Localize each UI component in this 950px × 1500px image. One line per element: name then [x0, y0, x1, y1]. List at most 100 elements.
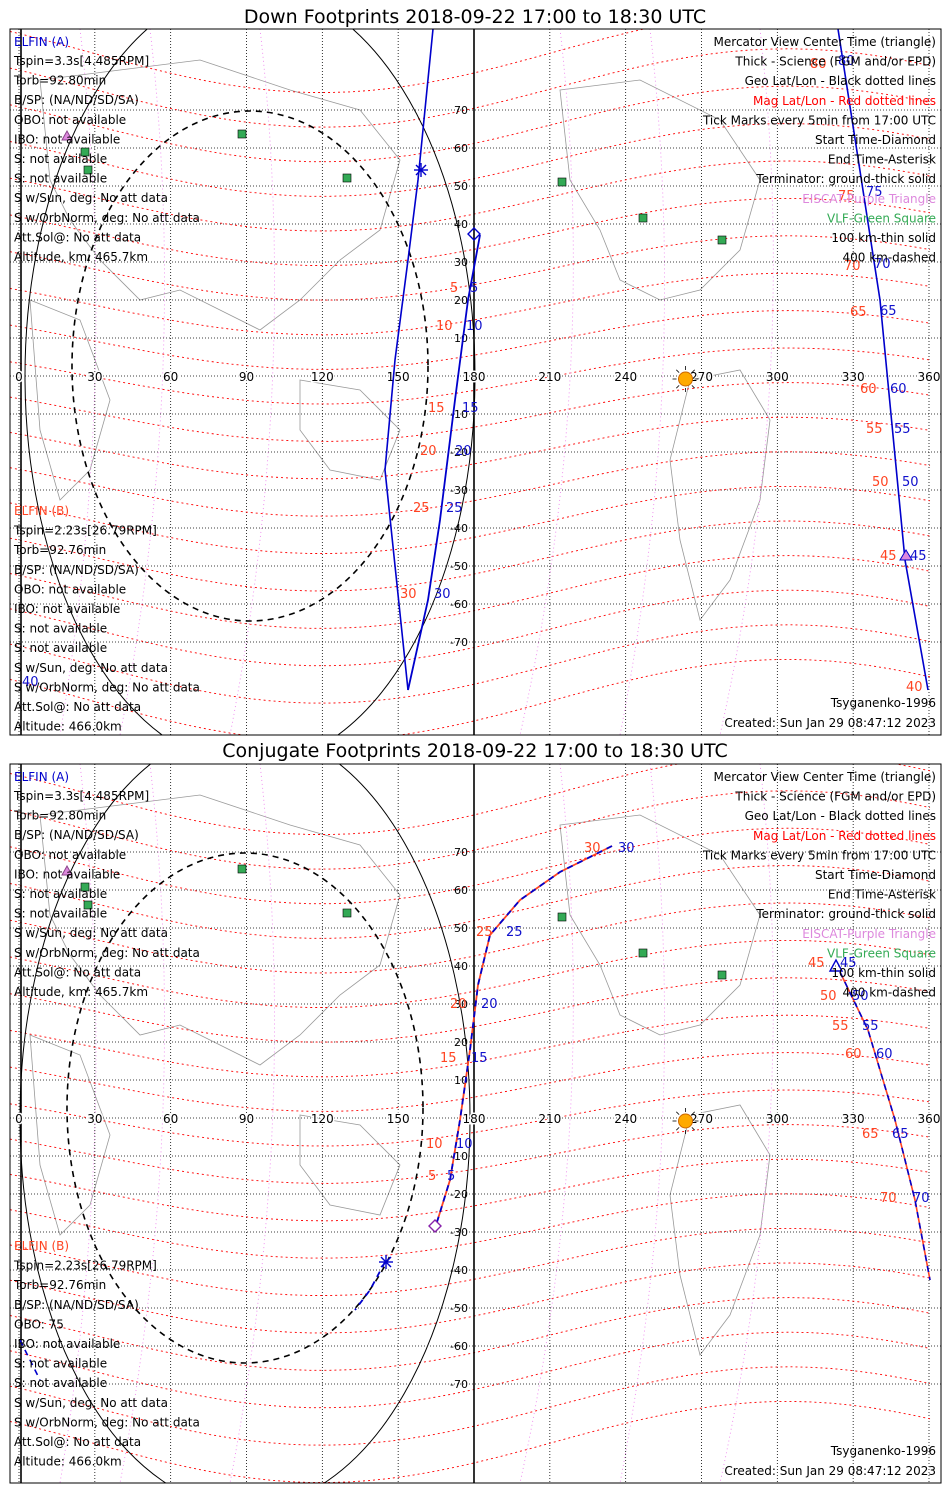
elfin-a-tick-label: 15: [471, 1051, 488, 1066]
lat-tick-label: 50: [454, 922, 468, 935]
legend-entry: End Time-Asterisk: [828, 888, 936, 902]
sun-icon: [672, 366, 699, 392]
elfin-a-info-line: S w/Sun, deg: No att data: [14, 191, 168, 205]
elfin-b-right-label: 60: [860, 382, 877, 397]
elfin-a-right-label: 55: [894, 422, 911, 437]
elfin-a-track: [407, 234, 481, 691]
elfin-a-info-line: IBO: not available: [14, 132, 120, 146]
elfin-b-right-label: 70: [844, 259, 861, 274]
center-time-triangle: [899, 549, 913, 561]
lon-tick-label: 150: [387, 1112, 410, 1126]
legend-entry: VLF-Green Square: [827, 946, 936, 960]
elfin-a-info-line: S w/OrbNorm, deg: No att data: [14, 946, 200, 960]
terminator-100km: [19, 764, 471, 1483]
terminator-400km: [71, 110, 429, 622]
legend-entry: Terminator: ground-thick solid: [755, 907, 936, 921]
eiscat-triangle: [61, 864, 73, 876]
map-frame: [9, 763, 942, 1484]
elfin-b-right-label: 60: [845, 1047, 862, 1062]
elfin-b-right-label: 55: [866, 422, 883, 437]
lon-tick-label: 300: [766, 370, 789, 384]
lat-tick-label: -70: [450, 1378, 468, 1391]
lon-tick-label: 0: [15, 370, 23, 384]
lat-tick-label: -10: [450, 408, 468, 421]
elfin-b-tick-label: 10: [426, 1137, 443, 1152]
map-area: 0 30 60 90 120 150 180 210 240 270 300 330 360 70 60 50…: [10, 764, 941, 1483]
panel-title-down: Down Footprints 2018-09-22 17:00 to 18:3…: [243, 6, 707, 28]
legend-entry: Geo Lat/Lon - Black dotted lines: [745, 809, 936, 823]
start-diamond-marker: [428, 1219, 442, 1233]
elfin-b-tick-label: 25: [476, 925, 493, 940]
elfin-a-right-label: 45: [910, 549, 927, 564]
lon-tick-label: 210: [538, 370, 561, 384]
vlf-station-square: [342, 173, 352, 183]
coastlines: [29, 59, 771, 621]
legend-entry: 100 km-thin solid: [831, 966, 936, 980]
lat-tick-label: 40: [454, 960, 468, 973]
elfin-b-tick-label: 30: [400, 587, 417, 602]
center-time-triangle: [828, 958, 844, 972]
lon-tick-label: 30: [87, 370, 102, 384]
legend-entry: Start Time-Diamond: [815, 133, 936, 147]
elfin-a-info-line: Tspin=3.3s[4.485RPM]: [13, 54, 149, 68]
lat-tick-label: -40: [450, 522, 468, 535]
elfin-b-tick-label: 25: [413, 501, 430, 516]
lon-tick-label: 330: [842, 370, 865, 384]
vlf-station-square: [342, 908, 352, 918]
lat-tick-label: 30: [454, 256, 468, 269]
elfin-a-right-label: 70: [874, 257, 891, 272]
elfin-b-info-line: S: not available: [14, 622, 107, 636]
elfin-a-label: ELFIN (A): [14, 35, 69, 49]
elfin-b-info-line: IBO: not available: [14, 1337, 120, 1351]
elfin-a-info-line: S: not available: [14, 907, 107, 921]
legend-entry: 100 km-thin solid: [831, 231, 936, 245]
elfin-a-info-line: S w/OrbNorm, deg: No att data: [14, 211, 200, 225]
lon-tick-label: 270: [690, 1112, 713, 1126]
lon-tick-label: 60: [163, 1112, 178, 1126]
lat-tick-label: -70: [450, 636, 468, 649]
lon-tick-label: 60: [163, 370, 178, 384]
elfin-b-right-label: 45: [880, 549, 897, 564]
elfin-a-info-line: Tspin=3.3s[4.485RPM]: [13, 789, 149, 803]
elfin-a-info-line: S w/Sun, deg: No att data: [14, 926, 168, 940]
lat-tick-label: -20: [450, 446, 468, 459]
lon-tick-label: 330: [842, 1112, 865, 1126]
elfin-a-tick-label: 15: [462, 401, 479, 416]
elfin-b-info-line: Att.Sol@: No att data: [14, 1435, 141, 1449]
elfin-a-info-line: Torb=92.80min: [13, 74, 106, 88]
lon-tick-label: 120: [311, 370, 334, 384]
elfin-b-info-line: S: not available: [14, 641, 107, 655]
elfin-b-info-line: S: not available: [14, 1376, 107, 1390]
lat-tick-label: 60: [454, 884, 468, 897]
elfin-a-info-line: OBO: not available: [14, 848, 126, 862]
elfin-a-right-label: 80: [838, 54, 855, 69]
elfin-a-tick-label: 10: [466, 319, 483, 334]
lon-tick-label: 30: [87, 1112, 102, 1126]
lat-tick-label: -60: [450, 598, 468, 611]
elfin-b-right-label: 40: [906, 680, 923, 695]
legend-entry: Tick Marks every 5min from 17:00 UTC: [702, 848, 936, 862]
legend-entry: VLF-Green Square: [827, 211, 936, 225]
elfin-a-conj-track: [436, 845, 613, 1223]
elfin-b-info-line: Altitude: 466.0km: [14, 720, 122, 734]
legend-entry: Mag Lat/Lon - Red dotted lines: [753, 94, 936, 108]
vlf-station-square: [638, 213, 648, 223]
elfin-a-right-label: 50: [902, 475, 919, 490]
elfin-a-right-label: 60: [876, 1047, 893, 1062]
vlf-station-square: [557, 177, 567, 187]
elfin-b-info-line: Tspin=2.23s[26.79RPM]: [13, 524, 157, 538]
start-diamond-marker: [467, 227, 481, 241]
lon-tick-label: 300: [766, 1112, 789, 1126]
map-frame: [9, 28, 942, 736]
lat-tick-label: 40: [454, 218, 468, 231]
lon-tick-label: 240: [614, 1112, 637, 1126]
elfin-b-tick-label: 5: [428, 1169, 436, 1184]
elfin-a-info: ELFIN (A) Tspin=3.3s[4.485RPM] Torb=92.80m…: [13, 770, 200, 999]
lon-tick-label: 0: [15, 1112, 23, 1126]
lat-tick-label: 20: [454, 1036, 468, 1049]
elfin-b-info-line: Att.Sol@: No att data: [14, 700, 141, 714]
elfin-a-info-line: S: not available: [14, 152, 107, 166]
elfin-a-info-line: B/SP: (NA/ND/SD/SA): [14, 828, 139, 842]
lat-tick-label: -30: [450, 484, 468, 497]
vlf-station-square: [80, 882, 90, 892]
